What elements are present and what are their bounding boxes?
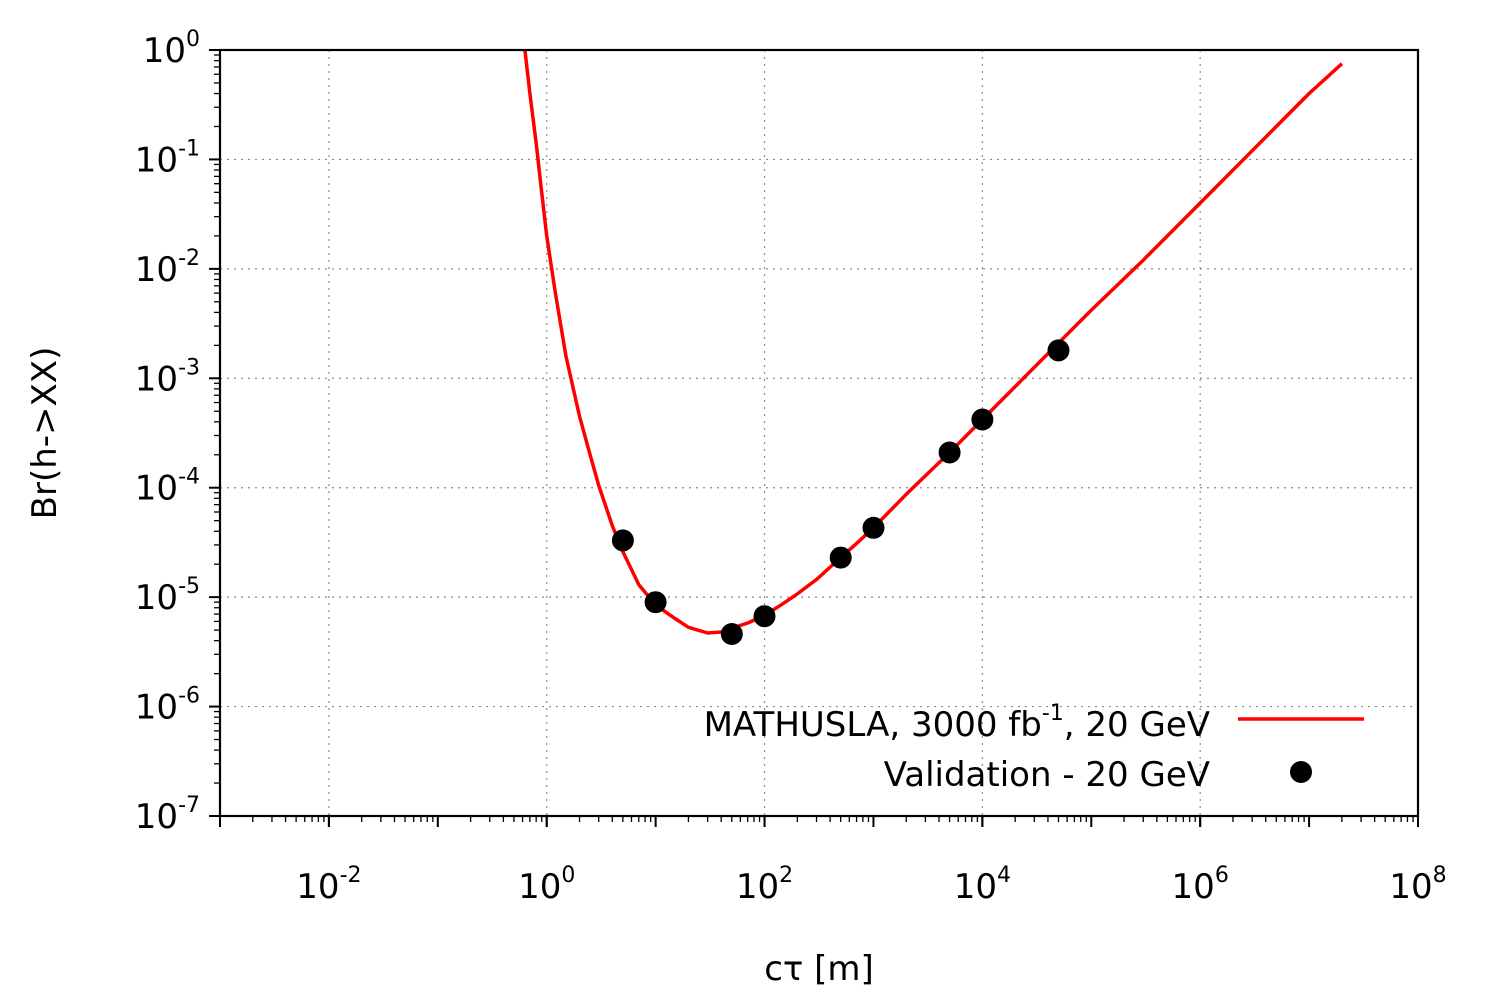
validation-point [938,441,961,464]
validation-point [753,605,776,628]
x-tick-exponent: 6 [1215,863,1229,888]
x-tick-exponent: 0 [561,863,575,888]
y-tick-exponent: -4 [178,465,200,490]
x-tick-label: 104 [954,863,1011,907]
y-tick-label: 10-2 [135,246,200,290]
x-tick-label: 106 [1172,863,1229,907]
y-tick-base: 10 [135,250,178,290]
major-ticks [209,49,1419,827]
legend-line-text-main: MATHUSLA, 3000 fb [704,705,1042,745]
y-tick-label: 10-7 [135,793,200,837]
x-axis-label: cτ [m] [764,949,874,989]
legend-point-sample [1290,761,1312,783]
y-tick-exponent: -2 [178,246,200,271]
y-tick-exponent: -3 [178,355,200,380]
x-tick-label: 108 [1389,863,1446,907]
y-axis-label: Br(h->XX) [25,347,65,520]
x-tick-base: 10 [954,867,997,907]
x-tick-labels: 10-2 100 102 104 106 108 [296,863,1446,907]
x-tick-base: 10 [1389,867,1432,907]
legend: MATHUSLA, 3000 fb-1, 20 GeV Validation -… [704,701,1364,795]
validation-point [644,591,667,614]
y-tick-exponent: 0 [186,27,200,52]
validation-point [862,516,885,539]
x-tick-label: 100 [518,863,575,907]
legend-line-text-exp: -1 [1042,701,1064,726]
x-tick-base: 10 [1172,867,1215,907]
validation-point [829,546,852,569]
plot-frame [218,48,1420,818]
legend-line-text-tail: , 20 GeV [1064,705,1210,745]
y-tick-exponent: -6 [178,684,200,709]
plot-series [523,49,1344,645]
legend-label-points: Validation - 20 GeV [884,755,1210,795]
grid-lines [220,50,1418,816]
y-tick-label: 10-3 [135,355,200,399]
y-tick-label: 10-1 [135,136,200,180]
x-tick-exponent: 2 [779,863,793,888]
y-tick-base: 10 [143,31,186,71]
y-tick-base: 10 [135,140,178,180]
legend-label-line: MATHUSLA, 3000 fb-1, 20 GeV [704,701,1210,745]
y-tick-label: 10-6 [135,684,200,728]
y-tick-base: 10 [135,688,178,728]
y-tick-base: 10 [135,578,178,618]
x-tick-exponent: 8 [1433,863,1447,888]
exclusion-limit-line [523,49,1344,635]
validation-point [720,623,743,645]
x-tick-label: 102 [736,863,793,907]
x-tick-base: 10 [518,867,561,907]
y-tick-base: 10 [135,469,178,509]
y-tick-base: 10 [135,359,178,399]
x-tick-label: 10-2 [296,863,361,907]
y-tick-label: 10-4 [135,465,200,509]
y-tick-exponent: -7 [178,793,200,818]
x-tick-exponent: 4 [997,863,1011,888]
y-tick-exponent: -1 [178,136,200,161]
y-tick-label: 100 [143,27,200,71]
y-tick-label: 10-5 [135,574,200,618]
x-tick-base: 10 [736,867,779,907]
y-tick-exponent: -5 [178,574,200,599]
x-tick-base: 10 [296,867,339,907]
validation-point [1047,339,1070,362]
y-tick-base: 10 [135,797,178,837]
validation-point [611,529,634,552]
validation-point [971,408,994,431]
x-tick-exponent: -2 [340,863,362,888]
